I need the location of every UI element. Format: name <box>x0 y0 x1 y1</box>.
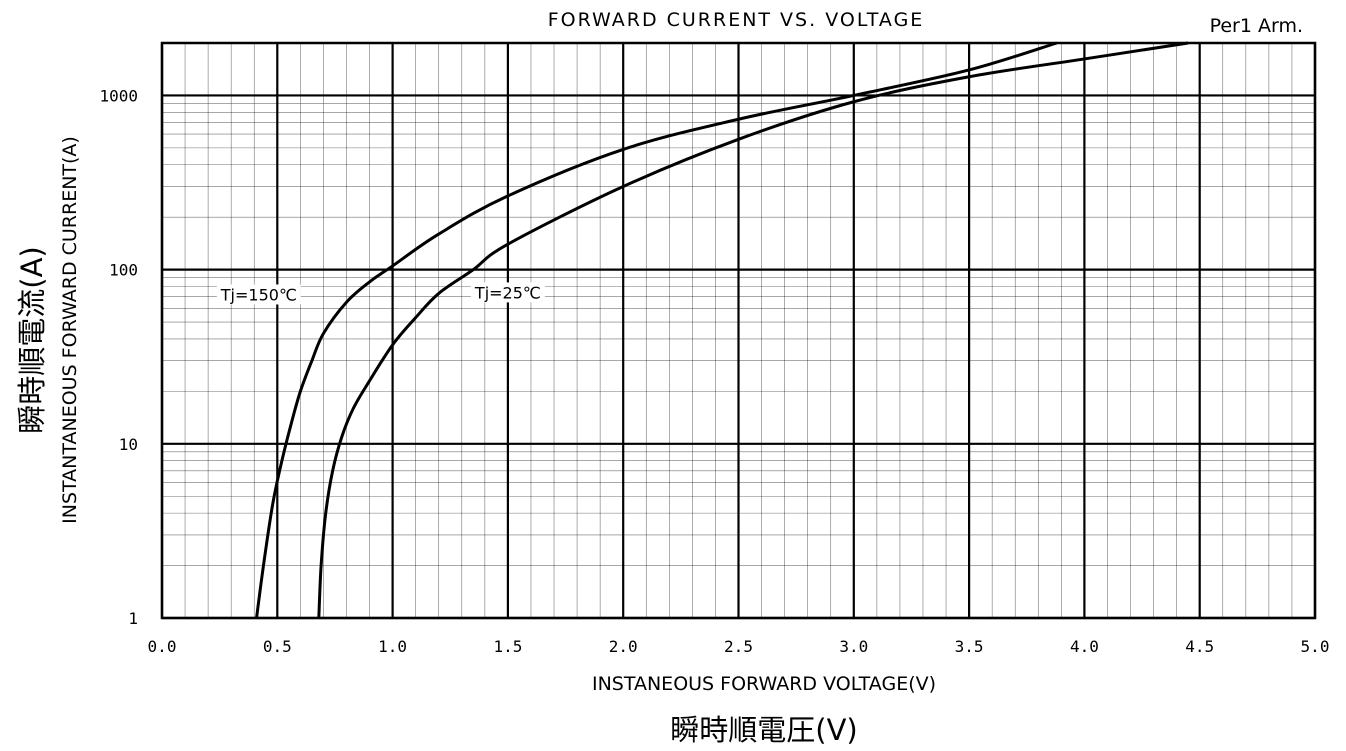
x-tick-label: 4.0 <box>1070 637 1099 656</box>
x-tick-label: 3.0 <box>839 637 868 656</box>
x-axis-label: INSTANEOUS FORWARD VOLTAGE(V) <box>592 673 936 695</box>
series-label-tj150: Tj=150℃ <box>220 285 297 304</box>
series-label-bg <box>216 284 301 305</box>
y-tick-label: 1 <box>128 609 138 628</box>
curve-labels: Tj=150℃ Tj=25℃ <box>216 282 545 305</box>
x-tick-label: 1.5 <box>493 637 522 656</box>
x-tick-labels: 0.0 0.5 1.0 1.5 2.0 2.5 3.0 3.5 4.0 4.5 5.0 <box>148 637 1330 656</box>
x-tick-label: 5.0 <box>1301 637 1330 656</box>
y-tick-label: 10 <box>119 435 138 454</box>
x-tick-label: 4.5 <box>1185 637 1214 656</box>
series-line-tj25 <box>317 41 1189 619</box>
y-tick-label: 1000 <box>99 86 138 105</box>
series-line-tj150 <box>255 41 1058 619</box>
x-tick-label: 0.0 <box>148 637 177 656</box>
curves <box>255 41 1189 619</box>
x-tick-label: 3.5 <box>955 637 984 656</box>
y-tick-label: 100 <box>109 261 138 280</box>
series-label-bg <box>470 282 545 303</box>
x-tick-label: 1.0 <box>378 637 407 656</box>
x-tick-label: 2.5 <box>724 637 753 656</box>
x-axis-label-jp: 瞬時順電圧(V) <box>670 713 857 747</box>
chart-title: FORWARD CURRENT VS. VOLTAGE <box>548 9 925 31</box>
plot-frame <box>160 41 1317 620</box>
y-axis-label-jp: 瞬時順電流(A) <box>15 246 49 433</box>
series-label-tj25: Tj=25℃ <box>474 283 541 302</box>
y-axis-label: INSTANTANEOUS FORWARD CURRENT(A) <box>59 136 81 524</box>
grid-major <box>160 43 1317 620</box>
y-tick-labels: 1 10 100 1000 <box>99 86 138 628</box>
chart-note: Per1 Arm. <box>1210 15 1303 37</box>
x-tick-label: 0.5 <box>263 637 292 656</box>
x-tick-label: 2.0 <box>609 637 638 656</box>
